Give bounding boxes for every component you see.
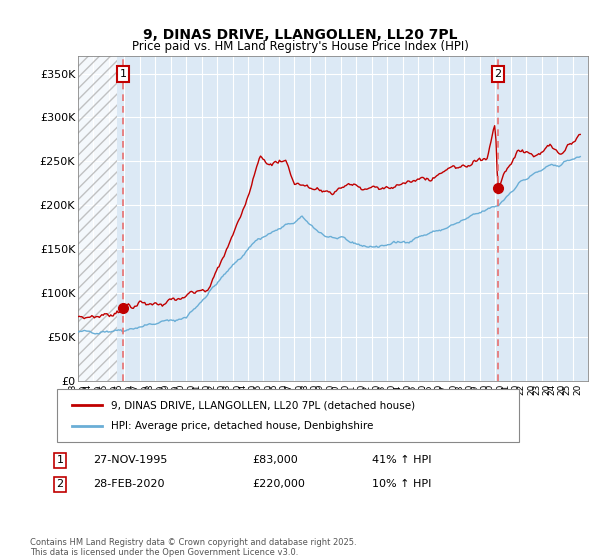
Text: Price paid vs. HM Land Registry's House Price Index (HPI): Price paid vs. HM Land Registry's House … xyxy=(131,40,469,53)
Text: 27-NOV-1995: 27-NOV-1995 xyxy=(93,455,167,465)
Text: 2: 2 xyxy=(56,479,64,489)
Text: HPI: Average price, detached house, Denbighshire: HPI: Average price, detached house, Denb… xyxy=(111,421,373,431)
Text: Contains HM Land Registry data © Crown copyright and database right 2025.
This d: Contains HM Land Registry data © Crown c… xyxy=(30,538,356,557)
Text: 28-FEB-2020: 28-FEB-2020 xyxy=(93,479,164,489)
Text: 10% ↑ HPI: 10% ↑ HPI xyxy=(372,479,431,489)
Text: 1: 1 xyxy=(56,455,64,465)
Bar xyxy=(78,56,116,381)
Text: 9, DINAS DRIVE, LLANGOLLEN, LL20 7PL: 9, DINAS DRIVE, LLANGOLLEN, LL20 7PL xyxy=(143,28,457,42)
Text: £83,000: £83,000 xyxy=(252,455,298,465)
Text: 41% ↑ HPI: 41% ↑ HPI xyxy=(372,455,431,465)
Text: 1: 1 xyxy=(119,69,127,79)
Text: £220,000: £220,000 xyxy=(252,479,305,489)
Text: 2: 2 xyxy=(494,69,502,79)
Text: 9, DINAS DRIVE, LLANGOLLEN, LL20 7PL (detached house): 9, DINAS DRIVE, LLANGOLLEN, LL20 7PL (de… xyxy=(111,400,415,410)
